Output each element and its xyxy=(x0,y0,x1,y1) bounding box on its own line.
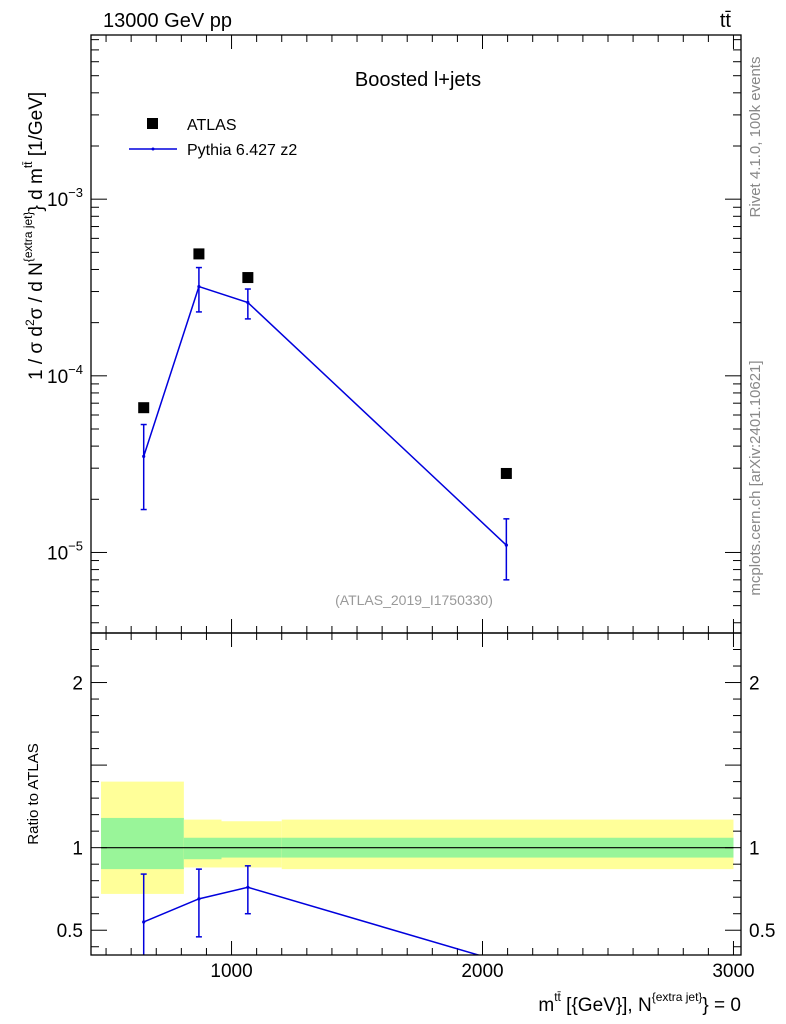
pythia-main-point-2 xyxy=(246,300,250,305)
main-y-tick-label-0: 10−5 xyxy=(47,538,83,564)
atlas-data-point-2 xyxy=(242,272,254,284)
pythia-ratio-line xyxy=(143,886,481,955)
ratio-y-tick-label-right-1: 1 xyxy=(749,839,760,860)
atlas-data-point-3 xyxy=(500,467,512,479)
analysis-id-annotation: (ATLAS_2019_I1750330) xyxy=(335,592,493,608)
rivet-version-label: Rivet 4.1.0, 100k events xyxy=(747,57,764,218)
ratio-y-tick-label-left-1: 1 xyxy=(72,839,83,860)
ratio-uncertainty-bands xyxy=(101,781,734,894)
main-y-tick-label-1: 10−4 xyxy=(47,362,83,388)
source-label: mcplots.cern.ch [arXiv:2401.10621] xyxy=(747,360,764,595)
atlas-data-point-1 xyxy=(193,248,205,260)
ratio-y-tick-label-right-0: 0.5 xyxy=(749,921,775,942)
x-axis-title: mtt̄ [{GeV}], N{extra jet}} = 0 xyxy=(538,990,741,1016)
pythia-ratio-point-3 xyxy=(505,962,508,965)
ratio-y-axis-title: Ratio to ATLAS xyxy=(25,743,42,844)
x-tick-label-1: 2000 xyxy=(461,961,503,982)
legend: ATLAS Pythia 6.427 z2 xyxy=(129,117,297,159)
main-y-tick-label-2: 10−3 xyxy=(47,185,83,211)
ratio-y-tick-label-right-2: 2 xyxy=(749,674,760,695)
pythia-main-point-1 xyxy=(197,284,201,289)
header-energy: 13000 GeV pp xyxy=(103,10,232,32)
ratio-axis-ticks xyxy=(91,632,741,955)
pythia-main-line xyxy=(142,285,507,546)
pythia-ratio-point-1 xyxy=(197,897,201,901)
main-axis-ticks xyxy=(91,35,741,633)
atlas-data-point-0 xyxy=(138,402,150,414)
x-tick-label-2: 3000 xyxy=(712,961,754,982)
main-panel: Boosted l+jets (ATLAS_2019_I1750330) 10−… xyxy=(21,34,742,634)
ratio-y-tick-labels: 0.5 0.5 1 1 2 2 xyxy=(57,674,776,943)
main-y-tick-labels: 10−5 10−4 10−3 xyxy=(47,185,83,564)
legend-marker-atlas xyxy=(147,118,158,129)
main-series-layer xyxy=(138,248,512,581)
ratio-panel: 0.5 0.5 1 1 2 2 1000 2000 3000 Ratio to ATLAS m… xyxy=(25,632,776,1016)
ratio-plot-frame xyxy=(90,632,742,956)
legend-label-atlas: ATLAS xyxy=(187,117,237,134)
header-process: tt̄ xyxy=(720,10,732,32)
main-chart-title: Boosted l+jets xyxy=(355,69,481,91)
pythia-main-point-3 xyxy=(504,543,508,547)
ratio-band-inner-1 xyxy=(183,837,222,860)
ratio-series-layer xyxy=(140,865,508,965)
ratio-series-clipped xyxy=(140,865,508,965)
pythia-ratio-point-0 xyxy=(142,920,146,924)
main-y-axis-title: 1 / σ d2σ / d N{extra jet}} d mtt̄ [1/Ge… xyxy=(21,92,47,380)
legend-dot-pythia xyxy=(151,147,155,151)
ratio-y-tick-label-left-0: 0.5 xyxy=(57,921,83,942)
ratio-y-tick-label-left-2: 2 xyxy=(72,674,83,695)
legend-label-pythia: Pythia 6.427 z2 xyxy=(187,142,297,159)
x-tick-label-0: 1000 xyxy=(210,961,252,982)
x-tick-labels: 1000 2000 3000 xyxy=(210,961,754,982)
pythia-main-point-0 xyxy=(142,454,146,458)
ratio-band-inner-0 xyxy=(101,817,184,870)
pythia-ratio-point-2 xyxy=(246,885,250,889)
